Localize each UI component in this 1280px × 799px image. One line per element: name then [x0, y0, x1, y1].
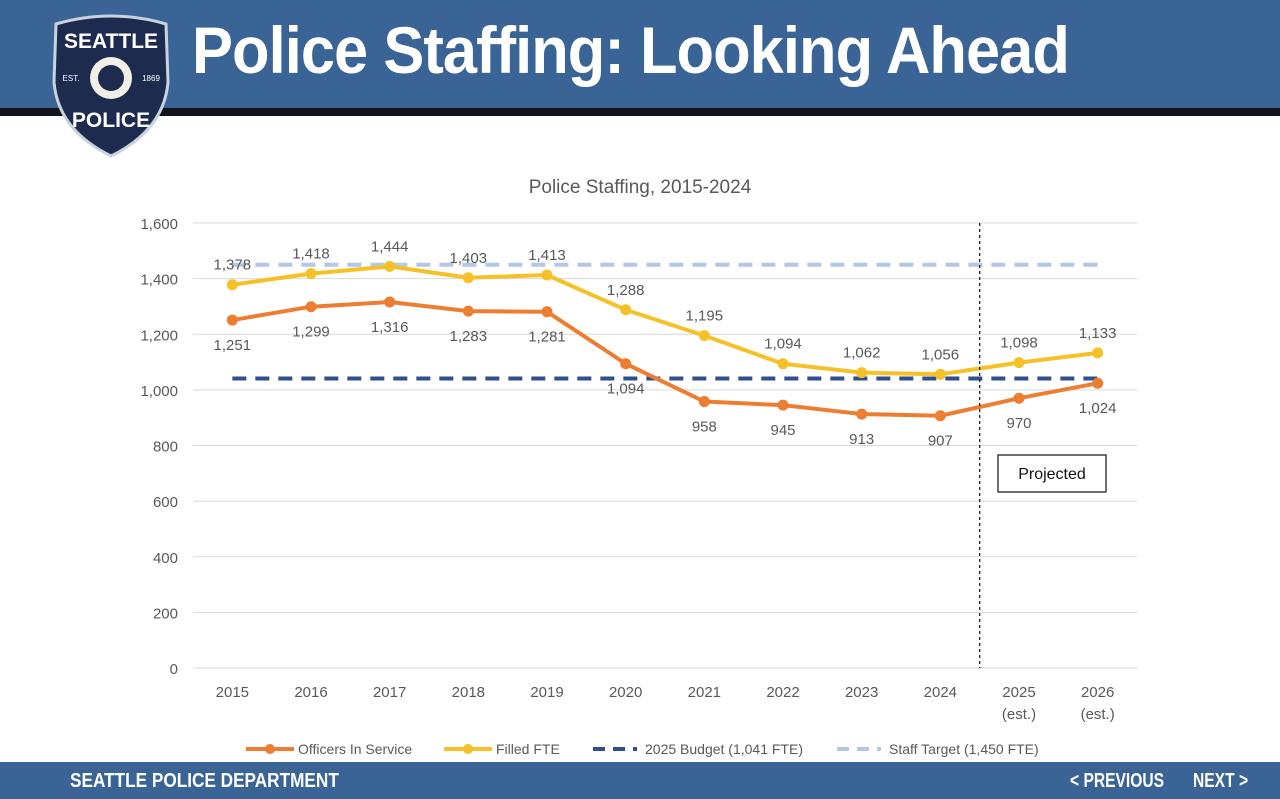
filled-fte-data-label: 1,133 — [1079, 325, 1117, 342]
filled-fte-data-label: 1,195 — [686, 308, 724, 325]
filled-fte-point — [856, 367, 868, 379]
x-tick-label: 2022 — [766, 684, 799, 701]
y-tick-label: 1,200 — [140, 327, 178, 344]
y-tick-label: 1,000 — [140, 383, 178, 400]
officers-point — [777, 399, 789, 411]
footer-org-name: SEATTLE POLICE DEPARTMENT — [70, 770, 339, 792]
y-tick-label: 400 — [153, 550, 178, 567]
officers-data-label: 1,299 — [292, 324, 330, 341]
filled-fte-data-label: 1,288 — [607, 282, 645, 299]
legend-filled-fte-label: Filled FTE — [496, 741, 560, 757]
filled-fte-point — [541, 269, 553, 281]
filled-fte-data-label: 1,418 — [292, 246, 330, 263]
officers-point — [698, 396, 710, 408]
badge-year-text: 1869 — [142, 74, 160, 83]
projected-label: Projected — [1018, 466, 1086, 483]
filled-fte-point — [384, 260, 396, 272]
filled-fte-point — [934, 368, 946, 380]
header-bar — [0, 0, 1280, 108]
filled-fte-point — [1013, 357, 1025, 369]
x-tick-label: 2023 — [845, 684, 878, 701]
x-tick-label: 2019 — [530, 684, 563, 701]
x-tick-label: 2017 — [373, 684, 406, 701]
y-tick-label: 0 — [170, 661, 178, 678]
filled-fte-point — [777, 358, 789, 370]
officers-point — [305, 301, 317, 313]
filled-fte-data-label: 1,062 — [843, 345, 881, 362]
officers-point — [1092, 377, 1104, 389]
officers-point — [384, 296, 396, 308]
legend-filled-fte-marker — [463, 744, 473, 754]
officers-point — [856, 408, 868, 420]
officers-data-label: 945 — [770, 422, 795, 439]
legend-target-label: Staff Target (1,450 FTE) — [889, 741, 1039, 757]
y-tick-label: 200 — [153, 605, 178, 622]
filled-fte-data-label: 1,444 — [371, 238, 409, 255]
x-tick-label: 2024 — [924, 684, 957, 701]
filled-fte-point — [620, 304, 632, 316]
legend-budget-label: 2025 Budget (1,041 FTE) — [645, 741, 803, 757]
x-tick-label: (est.) — [1081, 706, 1115, 723]
officers-data-label: 913 — [849, 431, 874, 448]
filled-fte-data-label: 1,056 — [922, 346, 960, 363]
officers-line — [231, 299, 1099, 418]
officers-data-label: 1,094 — [607, 381, 645, 398]
x-tick-label: (est.) — [1002, 706, 1036, 723]
y-tick-label: 800 — [153, 439, 178, 456]
badge-est-text: EST. — [63, 74, 80, 83]
filled-fte-point — [305, 268, 317, 280]
y-tick-label: 600 — [153, 494, 178, 511]
officers-point — [1013, 392, 1025, 404]
seattle-police-badge-logo: SEATTLE EST. 1869 POLICE — [52, 14, 170, 158]
x-tick-label: 2020 — [609, 684, 642, 701]
filled-fte-data-label: 1,403 — [450, 250, 488, 267]
filled-fte-data-label: 1,413 — [528, 247, 566, 264]
x-tick-label: 2021 — [688, 684, 721, 701]
x-tick-label: 2016 — [294, 684, 327, 701]
officers-data-label: 1,283 — [450, 328, 488, 345]
previous-button[interactable]: < PREVIOUS — [1070, 770, 1165, 792]
badge-top-text: SEATTLE — [64, 30, 158, 53]
staffing-chart: Police Staffing, 2015-2024 0 200 400 600 800… — [140, 177, 1137, 757]
x-tick-label: 2025 — [1002, 684, 1035, 701]
filled-fte-point — [462, 272, 474, 284]
officers-point — [934, 410, 946, 422]
legend-officers-marker — [265, 744, 275, 754]
officers-data-label: 1,024 — [1079, 400, 1117, 417]
filled-fte-data-label: 1,094 — [764, 336, 802, 353]
officers-data-label: 907 — [928, 433, 953, 450]
officers-point — [620, 358, 632, 370]
filled-fte-point — [1092, 347, 1104, 359]
filled-fte-data-label: 1,098 — [1000, 335, 1038, 352]
footer-bar: SEATTLE POLICE DEPARTMENT < PREVIOUS NEX… — [0, 762, 1280, 799]
legend-officers-label: Officers In Service — [298, 741, 412, 757]
next-button[interactable]: NEXT > — [1193, 770, 1249, 792]
page-title: Police Staffing: Looking Ahead — [192, 13, 1070, 87]
officers-point — [462, 305, 474, 317]
officers-data-label: 1,316 — [371, 319, 409, 336]
filled-fte-line — [232, 264, 1098, 377]
chart-title: Police Staffing, 2015-2024 — [529, 177, 752, 198]
x-tick-label: 2026 — [1081, 684, 1114, 701]
officers-data-label: 970 — [1006, 415, 1031, 432]
filled-fte-data-label: 1,378 — [214, 257, 252, 274]
officers-data-label: 958 — [692, 419, 717, 436]
projected-box — [997, 454, 1107, 493]
filled-fte-point — [226, 279, 238, 291]
x-tick-label: 2018 — [452, 684, 485, 701]
badge-bottom-text: POLICE — [72, 109, 150, 132]
officers-data-label: 1,251 — [214, 337, 252, 354]
x-tick-label: 2015 — [216, 684, 249, 701]
officers-point — [226, 314, 238, 326]
filled-fte-point — [698, 330, 710, 342]
y-tick-label: 1,600 — [140, 216, 178, 233]
officers-data-label: 1,281 — [528, 329, 566, 346]
header-divider — [0, 108, 1280, 116]
officers-point — [541, 306, 553, 318]
y-tick-label: 1,400 — [140, 272, 178, 289]
